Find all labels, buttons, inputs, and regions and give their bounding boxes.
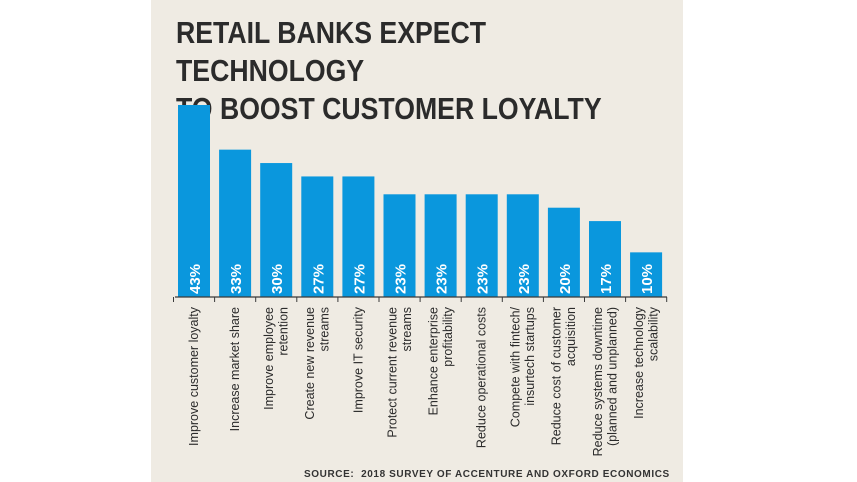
category-label-line: Improve employee <box>262 307 276 410</box>
bar-value-label: 23% <box>393 264 410 294</box>
bar-value-label: 30% <box>269 264 286 294</box>
category-label-line: (planned and unplanned) <box>605 307 619 446</box>
bar <box>589 221 621 297</box>
bar-value-label: 27% <box>351 264 368 294</box>
bar-value-label: 23% <box>516 264 533 294</box>
bar <box>424 194 457 297</box>
bar-value-label: 43% <box>187 264 204 294</box>
bar-value-label: 27% <box>310 264 327 294</box>
category-label-line: Reduce operational costs <box>475 307 489 448</box>
category-labels: Improve customer loyalty Increase market … <box>187 306 660 456</box>
category-label-line: profitability <box>441 306 455 366</box>
source-label: SOURCE: <box>304 469 355 480</box>
bar <box>465 194 498 297</box>
bar <box>383 194 416 297</box>
category-label-line: retention <box>276 307 290 356</box>
bar <box>219 149 252 297</box>
category-label-line: insurtech startups <box>523 307 537 406</box>
bar <box>342 176 375 297</box>
source-note: SOURCE: 2018 SURVEY OF ACCENTURE AND OXF… <box>304 469 670 481</box>
category-label-line: streams <box>318 307 332 351</box>
category-label-line: Reduce cost of customer <box>550 307 564 445</box>
source-text: 2018 SURVEY OF ACCENTURE AND OXFORD ECON… <box>361 469 670 480</box>
bar-value-label: 23% <box>475 264 492 294</box>
category-label-line: Enhance enterprise <box>426 307 440 415</box>
category-label-line: scalability <box>646 306 660 361</box>
chart-title: RETAIL BANKS EXPECT TECHNOLOGY TO BOOST … <box>176 15 602 126</box>
bar-value-label: 23% <box>434 264 451 294</box>
category-label-line: Improve IT security <box>351 306 365 413</box>
category-label-line: Increase market share <box>228 307 242 431</box>
category-label-line: Improve customer loyalty <box>187 306 201 446</box>
bar <box>547 207 580 297</box>
category-label-line: streams <box>400 307 414 351</box>
bar <box>178 105 210 297</box>
bar <box>260 163 293 297</box>
bar-value-label: 20% <box>557 264 574 294</box>
bar-value-label: 17% <box>598 264 615 294</box>
category-label-line: Protect current revenue <box>385 307 399 438</box>
category-label-line: acquisition <box>564 307 578 366</box>
bar <box>630 252 663 297</box>
x-axis-ticks <box>173 297 668 302</box>
bars-group: 43% 33% 30% 27% 27% 23% 23% 23% 23% 20% 17% 10% <box>178 105 663 297</box>
bar-value-label: 33% <box>228 264 245 294</box>
category-label-line: Reduce systems downtime <box>591 307 605 456</box>
bar <box>301 176 334 297</box>
bar <box>506 194 539 297</box>
category-label-line: Increase technology <box>632 306 646 419</box>
category-label-line: Create new revenue <box>303 307 317 420</box>
bar-value-label: 10% <box>639 264 656 294</box>
category-label-line: Compete with fintech/ <box>509 306 523 427</box>
